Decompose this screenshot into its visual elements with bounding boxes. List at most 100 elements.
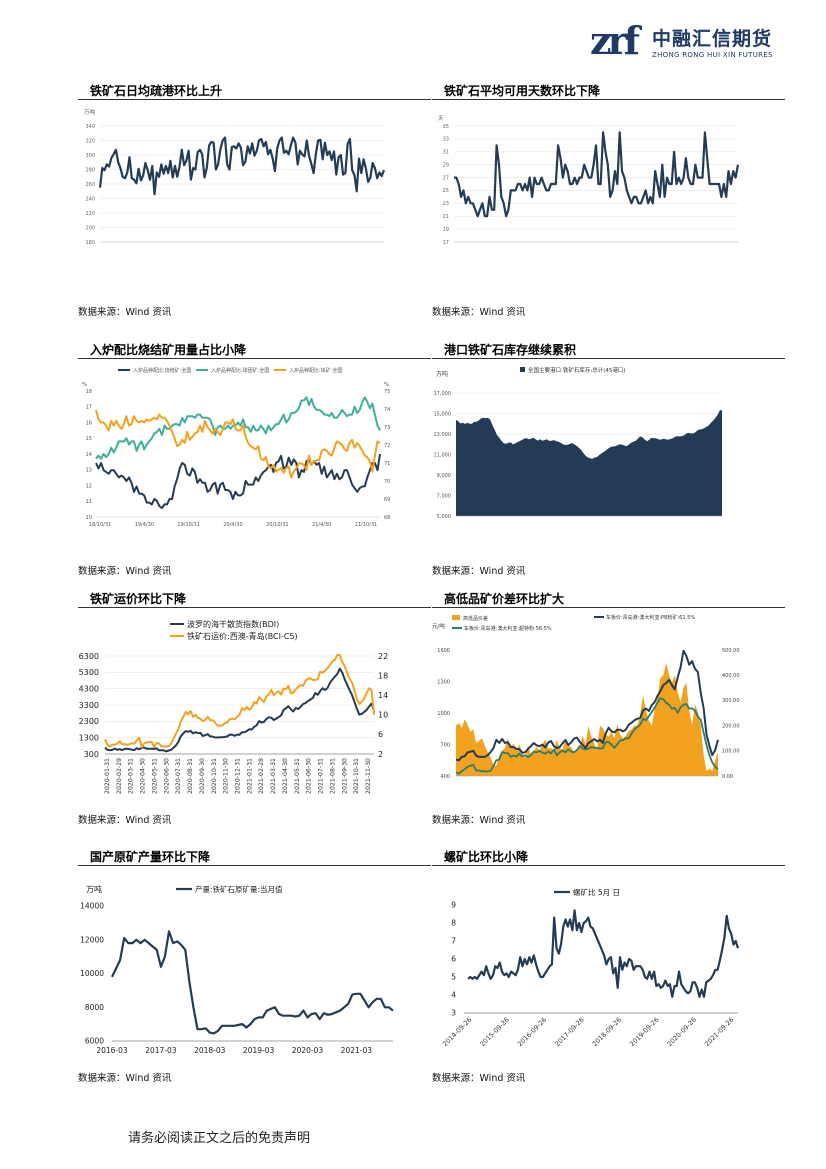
y-tick-label: 17,000 bbox=[434, 391, 452, 397]
y-tick-label: 6 bbox=[451, 955, 456, 964]
y-tick-label: 260 bbox=[85, 182, 95, 188]
panel-title: 港口铁矿石库存继续累积 bbox=[444, 343, 577, 357]
y-tick-label: 9 bbox=[451, 901, 456, 910]
y-tick-label-left: 1600 bbox=[437, 648, 450, 654]
y-axis-unit: 万吨 bbox=[436, 370, 448, 378]
source-note: 数据来源：Wind 资讯 bbox=[432, 1073, 526, 1084]
series-line-3 bbox=[95, 409, 381, 479]
y-tick-label-right: 72 bbox=[384, 443, 390, 449]
panel-title: 高低品矿价差环比扩大 bbox=[444, 592, 565, 606]
x-tick-label: 2020-12-31 bbox=[235, 758, 242, 794]
x-tick-label: 2016-03 bbox=[96, 1046, 128, 1055]
y-tick-label: 14000 bbox=[80, 902, 104, 911]
title-divider bbox=[78, 358, 431, 359]
y-tick-label: 19 bbox=[443, 227, 449, 233]
x-tick-label: 18/10/31 bbox=[89, 522, 111, 528]
title-divider bbox=[78, 99, 431, 100]
x-tick-label: 2020-04-30 bbox=[140, 758, 147, 794]
source-note: 数据来源：Wind 资讯 bbox=[78, 566, 172, 577]
source-note: 数据来源：Wind 资讯 bbox=[432, 566, 526, 577]
chart-port-outflow: 万吨 180 200 220 240 260 280 300 320 340 bbox=[84, 108, 386, 246]
panel-grade-spread: 高低品矿价差环比扩大 高低品价差 车板价:青岛港:澳大利亚:PB粉矿:61.5% 车… bbox=[432, 590, 785, 828]
series-line-2 bbox=[104, 654, 375, 749]
logo-mark: zrf bbox=[590, 18, 640, 63]
panel-rebar-ore-ratio: 螺矿比环比小降 螺矿比 5月 日 3 4 5 6 7 8 9 2014-09-26 2015-09… bbox=[432, 848, 785, 1086]
panel-domestic-output: 国产原矿产量环比下降 万吨 产量:铁矿石原矿量:当月值 6000 8000 10000 1… bbox=[78, 848, 431, 1086]
y-tick-label: 9,000 bbox=[437, 473, 451, 479]
y-tick-label: 280 bbox=[85, 167, 95, 173]
y-tick-label-right: 2 bbox=[378, 750, 383, 759]
series-line-output bbox=[111, 930, 394, 1035]
chart-furnace-burden: 入炉品种配比:烧结矿:全国 入炉品种配比:球团矿:全国 入炉品种配比:块矿:全国%%… bbox=[82, 367, 390, 528]
y-tick-label-left: 300 bbox=[84, 750, 99, 759]
y-tick-label: 320 bbox=[85, 138, 95, 144]
panel-title: 铁矿石日均疏港环比上升 bbox=[90, 84, 223, 98]
y-tick-label: 5 bbox=[451, 973, 456, 982]
y-tick-label-left: 17 bbox=[86, 405, 92, 411]
series-line-2 bbox=[95, 396, 381, 460]
y-tick-label-right: 68 bbox=[384, 515, 390, 521]
x-tick-label: 19/4/30 bbox=[135, 522, 154, 528]
y-tick-label: 12000 bbox=[80, 935, 104, 944]
legend-label: 铁矿石运价:西澳-青岛(BCI-C5) bbox=[187, 631, 298, 641]
panel-title: 国产原矿产量环比下降 bbox=[90, 850, 211, 864]
series-line-ratio bbox=[467, 909, 740, 998]
y-tick-label-left: 13 bbox=[86, 468, 92, 474]
y-tick-label: 35 bbox=[443, 124, 449, 130]
y-tick-label-left: 6300 bbox=[79, 652, 99, 661]
y-tick-label-left: 11 bbox=[86, 499, 92, 505]
y-tick-label: 200 bbox=[85, 225, 95, 231]
y-tick-label-left: 2300 bbox=[79, 717, 99, 726]
panel-title: 螺矿比环比小降 bbox=[444, 850, 529, 864]
x-tick-label: 2021-05-31 bbox=[294, 758, 301, 794]
y-tick-label: 23 bbox=[443, 201, 449, 207]
inventory-area bbox=[456, 409, 722, 516]
x-tick-label: 2021-10-31 bbox=[353, 758, 360, 794]
chart-port-inventory: 万吨 全国主要港口:铁矿石库存:总计(45港口) 5,000 7,000 9,000 11… bbox=[434, 366, 722, 520]
y-tick-label-left: 16 bbox=[86, 420, 92, 426]
y-tick-label-left: 18 bbox=[86, 389, 92, 395]
x-tick-label: 21/10/31 bbox=[355, 522, 377, 528]
spread-area bbox=[456, 662, 718, 776]
y-tick-label-right: 200.00 bbox=[722, 723, 740, 729]
y-tick-label-left: 5300 bbox=[79, 668, 99, 677]
y-tick-label: 29 bbox=[443, 162, 449, 168]
x-tick-label: 2018-03 bbox=[194, 1046, 226, 1055]
y-tick-label: 31 bbox=[443, 150, 449, 156]
x-tick-label: 20/10/31 bbox=[266, 522, 288, 528]
y-tick-label-right: 70 bbox=[384, 479, 390, 485]
chart-domestic-output: 万吨 产量:铁矿石原矿量:当月值 6000 8000 10000 12000 14000 20… bbox=[80, 884, 394, 1055]
y-tick-label-right: 10 bbox=[378, 711, 388, 720]
y-tick-label: 8 bbox=[451, 919, 456, 928]
y-tick-label: 27 bbox=[443, 175, 449, 181]
y-tick-label: 300 bbox=[85, 153, 95, 159]
x-tick-label: 2014-09-26 bbox=[441, 1016, 473, 1048]
y-tick-label: 340 bbox=[85, 124, 95, 130]
panel-port-inventory: 港口铁矿石库存继续累积 万吨 全国主要港口:铁矿石库存:总计(45港口) 5,000… bbox=[432, 341, 785, 579]
y-tick-label-left: 1000 bbox=[437, 711, 450, 717]
y-tick-label-right: 300.00 bbox=[722, 698, 740, 704]
y-tick-label-right: 6 bbox=[378, 730, 383, 739]
series-line-1 bbox=[95, 453, 381, 509]
legend-label: 车板价:青岛港:澳大利亚:PB粉矿:61.5% bbox=[606, 614, 695, 621]
x-tick-label: 2021-08-31 bbox=[329, 758, 336, 794]
x-tick-label: 2020-11-30 bbox=[223, 758, 230, 794]
y-tick-label: 240 bbox=[85, 196, 95, 202]
x-tick-label: 2021-06-30 bbox=[306, 758, 313, 794]
chart-rebar-ore-ratio: 螺矿比 5月 日 3 4 5 6 7 8 9 2014-09-26 2015-09-26 2016-… bbox=[441, 887, 740, 1048]
y-tick-label-left: 3300 bbox=[79, 701, 99, 710]
y-tick-label: 7,000 bbox=[437, 493, 451, 499]
title-divider bbox=[432, 865, 785, 866]
y-tick-label-right: 74 bbox=[384, 407, 390, 413]
legend-label: 高低品价差 bbox=[463, 615, 488, 622]
series-line-1 bbox=[104, 667, 375, 753]
panel-port-outflow: 铁矿石日均疏港环比上升 万吨 180 200 220 240 260 280 300 320 34… bbox=[78, 82, 431, 320]
panel-furnace-burden: 入炉配比烧结矿用量占比小降 入炉品种配比:烧结矿:全国 入炉品种配比:球团矿:全国… bbox=[78, 341, 431, 579]
title-divider bbox=[78, 865, 431, 866]
x-tick-label: 20/4/30 bbox=[223, 522, 242, 528]
y-tick-label-left: 15 bbox=[86, 436, 92, 442]
x-tick-label: 2020-10-31 bbox=[211, 758, 218, 794]
y-tick-label-left: 10 bbox=[86, 515, 92, 521]
x-tick-label: 2019-03 bbox=[243, 1046, 275, 1055]
x-tick-label: 2019-09-26 bbox=[628, 1016, 660, 1048]
